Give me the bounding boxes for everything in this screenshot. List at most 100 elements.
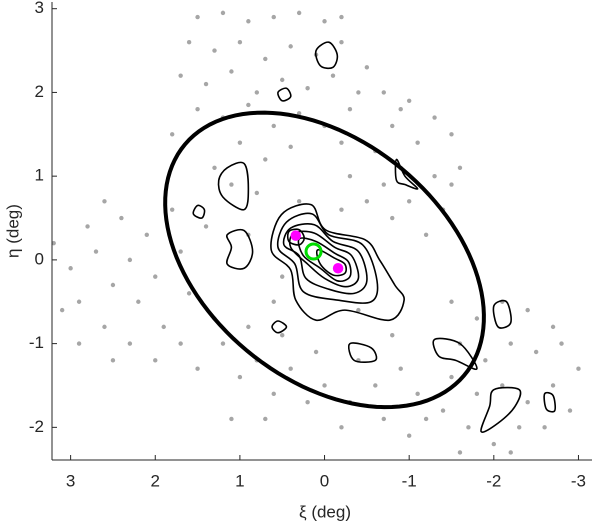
point (186, 39, 192, 45)
point (339, 140, 344, 145)
point (466, 425, 471, 430)
y-tick-label: -2 (29, 417, 44, 436)
point (254, 190, 260, 196)
point (305, 400, 310, 405)
point (237, 140, 243, 145)
point (85, 224, 90, 229)
point (280, 77, 285, 83)
point (169, 132, 175, 137)
point (390, 215, 395, 221)
x-tick-label: 0 (320, 471, 329, 490)
point (517, 425, 522, 430)
point (237, 39, 243, 45)
contour (286, 228, 306, 246)
contour (276, 212, 379, 304)
point (178, 73, 183, 78)
point (271, 14, 276, 20)
point (271, 299, 276, 304)
point (229, 416, 234, 422)
point (542, 425, 547, 430)
point (110, 282, 116, 288)
marker (332, 263, 344, 274)
point (220, 341, 226, 346)
point (449, 132, 454, 137)
point (339, 39, 344, 45)
point (483, 358, 488, 363)
point (440, 408, 446, 413)
ellipse (163, 110, 486, 410)
point (203, 224, 209, 229)
point (576, 366, 581, 371)
contour (314, 41, 339, 70)
point (51, 240, 56, 246)
contour (394, 158, 419, 190)
point (533, 349, 539, 355)
point (330, 73, 336, 78)
contour (225, 228, 254, 270)
point (432, 173, 437, 179)
point (288, 144, 293, 150)
point (153, 358, 158, 363)
point (102, 324, 107, 330)
contour (348, 342, 378, 363)
point (280, 274, 285, 279)
point (195, 14, 200, 20)
x-tick-label: 1 (235, 471, 244, 490)
point (406, 199, 412, 204)
point (254, 90, 260, 95)
point (415, 140, 420, 145)
point (127, 341, 133, 346)
point (339, 207, 344, 212)
point (356, 90, 361, 95)
point (169, 207, 175, 212)
point (356, 307, 361, 313)
point (550, 383, 556, 388)
plot-area (51, 10, 581, 455)
point (246, 19, 251, 24)
point (280, 333, 285, 338)
point (449, 182, 454, 187)
point (212, 165, 217, 170)
point (364, 199, 370, 204)
point (59, 307, 65, 313)
y-axis-label: η (deg) (3, 204, 22, 258)
point (186, 291, 192, 296)
point (406, 98, 412, 104)
point (161, 324, 166, 330)
y-tick-label: 2 (35, 82, 44, 101)
point (457, 165, 463, 170)
point (474, 391, 480, 397)
point (296, 199, 302, 204)
point (525, 400, 530, 405)
point (390, 333, 395, 338)
x-tick-label: 2 (151, 471, 160, 490)
point (559, 341, 564, 346)
point (195, 366, 200, 371)
point (288, 366, 293, 371)
contour (297, 237, 352, 283)
point (347, 106, 353, 112)
contour (270, 203, 405, 322)
point (347, 173, 353, 179)
point (178, 341, 183, 346)
point (491, 441, 497, 447)
point (398, 366, 403, 371)
x-tick-label: -1 (402, 471, 417, 490)
y-tick-label: -1 (29, 333, 44, 352)
point (449, 299, 454, 304)
point (271, 391, 276, 397)
point (136, 299, 141, 304)
point (229, 69, 234, 74)
y-tick-label: 3 (35, 0, 44, 17)
y-tick-label: 0 (35, 249, 44, 268)
contour (315, 249, 348, 277)
point (339, 14, 344, 20)
x-tick-label: -2 (486, 471, 501, 490)
point (339, 425, 344, 430)
point (153, 274, 158, 279)
point (237, 374, 243, 380)
point (263, 157, 268, 162)
point (474, 316, 480, 321)
point (212, 48, 217, 53)
